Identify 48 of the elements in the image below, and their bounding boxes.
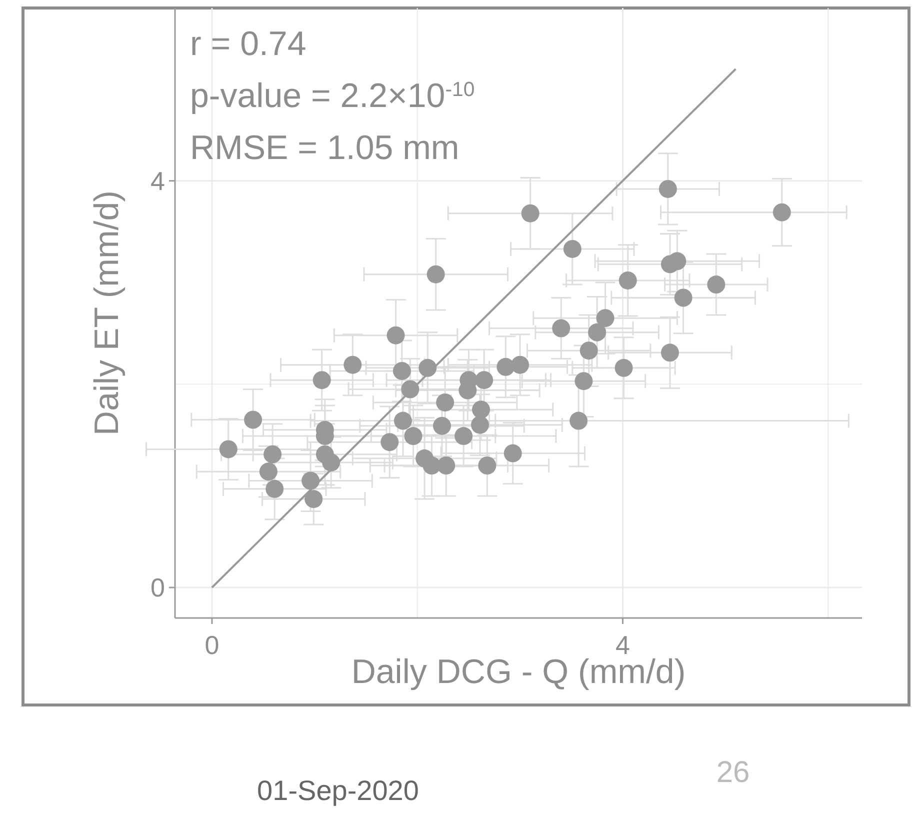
point [302, 472, 320, 490]
point [219, 440, 238, 458]
point [574, 372, 593, 390]
point [511, 356, 530, 374]
point [380, 433, 399, 452]
point [386, 326, 405, 344]
point [432, 416, 451, 435]
point [521, 204, 540, 222]
text: 26 [716, 756, 750, 789]
point [580, 342, 598, 360]
point [668, 252, 686, 270]
y-axis-title: Daily ET (mm/d) [88, 190, 126, 436]
point [426, 265, 445, 284]
point [436, 393, 454, 412]
point [674, 288, 692, 307]
point [504, 444, 522, 462]
point [596, 309, 614, 328]
point [618, 271, 637, 290]
point [266, 480, 284, 498]
point [264, 445, 282, 464]
point [470, 416, 489, 434]
point [660, 344, 679, 362]
point [496, 358, 515, 376]
point [472, 400, 490, 419]
point [422, 456, 441, 474]
point [588, 323, 606, 342]
x-axis-title: Daily DCG - Q (mm/d) [351, 653, 686, 691]
point [614, 358, 633, 377]
point [244, 410, 262, 429]
point [404, 427, 422, 446]
point [707, 276, 726, 294]
point [259, 462, 278, 481]
point [570, 412, 588, 430]
point [392, 362, 411, 380]
point [658, 180, 677, 198]
point [437, 456, 456, 474]
annotation: RMSE = 1.05 mm [190, 129, 460, 167]
point [454, 427, 473, 446]
point [344, 356, 362, 374]
annotation: p-value = 2.2×10$^{-10}$ [190, 77, 475, 115]
point [563, 240, 582, 258]
point [304, 490, 323, 508]
point [772, 203, 791, 222]
annotation: r = 0.74 [190, 25, 306, 63]
point [312, 371, 331, 390]
text: 01-Sep-2020 [257, 775, 419, 806]
point [475, 371, 494, 390]
point [552, 319, 570, 338]
